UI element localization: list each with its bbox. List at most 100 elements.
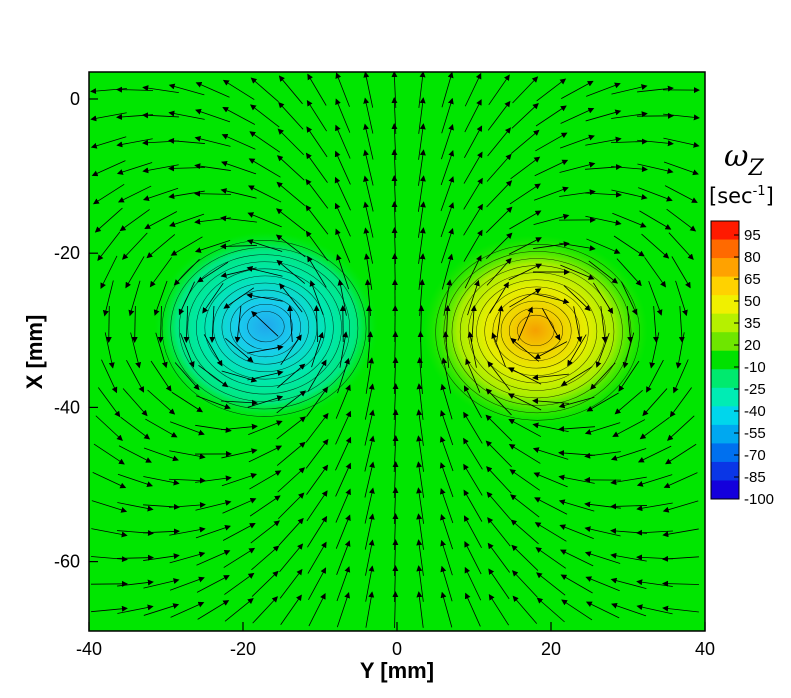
velocity-arrow: [308, 593, 326, 627]
velocity-arrow: [416, 591, 424, 628]
velocity-arrow: [364, 253, 373, 290]
contour-line: [170, 247, 359, 410]
colorbar-frame: [710, 220, 740, 500]
velocity-arrow: [417, 175, 426, 212]
velocity-arrow: [440, 591, 453, 628]
velocity-arrow: [128, 280, 141, 317]
velocity-arrow: [673, 359, 689, 394]
velocity-arrow: [567, 334, 587, 367]
velocity-arrow: [306, 490, 328, 522]
velocity-arrow: [485, 440, 512, 468]
velocity-arrow: [512, 595, 538, 624]
velocity-arrow: [279, 568, 303, 599]
velocity-arrow: [510, 156, 541, 180]
velocity-arrow: [463, 385, 482, 419]
velocity-arrow: [464, 254, 482, 289]
contour-line: [247, 311, 285, 343]
velocity-arrow: [335, 384, 351, 419]
velocity-arrow: [222, 498, 257, 514]
velocity-arrow: [305, 438, 329, 469]
velocity-arrow: [363, 72, 374, 108]
velocity-arrow: [221, 160, 257, 175]
velocity-arrow: [277, 128, 304, 156]
velocity-arrow: [441, 357, 452, 394]
colorbar-swatch: [711, 258, 739, 278]
x-tick-label: 20: [541, 639, 561, 659]
velocity-arrow: [533, 241, 570, 249]
velocity-arrow: [439, 462, 454, 498]
velocity-arrow: [250, 520, 281, 544]
velocity-arrow: [125, 256, 145, 289]
velocity-arrow: [590, 362, 616, 390]
velocity-arrow: [418, 97, 426, 134]
velocity-arrow: [416, 383, 424, 420]
y-axis-title: X [mm]: [22, 315, 47, 390]
velocity-arrow: [440, 539, 453, 576]
velocity-arrow: [363, 149, 374, 186]
velocity-arrow: [534, 159, 569, 177]
colorbar-swatch: [711, 221, 739, 241]
velocity-arrow: [561, 599, 593, 621]
velocity-arrow: [364, 513, 375, 550]
velocity-arrow: [306, 99, 327, 132]
velocity-arrow: [639, 210, 672, 230]
velocity-arrow: [252, 596, 278, 624]
velocity-arrow: [196, 575, 230, 593]
velocity-arrow: [168, 137, 205, 144]
velocity-arrow: [439, 410, 454, 446]
velocity-arrow: [150, 360, 172, 392]
velocity-arrow: [335, 462, 352, 497]
velocity-vector-layer: [90, 72, 700, 629]
velocity-arrow: [488, 568, 510, 600]
colorbar-swatch: [711, 424, 739, 444]
velocity-arrow: [169, 421, 205, 436]
velocity-arrow: [224, 572, 255, 595]
velocity-arrow: [636, 502, 673, 512]
velocity-arrow: [276, 155, 305, 181]
velocity-arrow: [143, 528, 180, 535]
velocity-arrow: [496, 305, 504, 342]
colorbar-swatch: [711, 276, 739, 296]
velocity-arrow: [335, 98, 351, 133]
velocity-arrow: [248, 420, 283, 436]
velocity-arrow: [105, 305, 112, 343]
colorbar-label: -40: [744, 403, 766, 420]
velocity-arrow: [307, 359, 327, 392]
velocity-arrow: [249, 104, 280, 128]
velocity-arrow: [612, 212, 647, 228]
velocity-arrow: [510, 494, 540, 518]
velocity-arrow: [276, 181, 306, 206]
velocity-arrow: [223, 547, 256, 568]
velocity-arrow: [363, 227, 373, 264]
velocity-arrow: [440, 202, 455, 238]
velocity-arrow: [246, 239, 283, 252]
velocity-arrow: [247, 212, 282, 228]
velocity-arrow: [92, 472, 127, 489]
velocity-arrow: [339, 331, 349, 368]
velocity-arrow: [508, 263, 543, 281]
velocity-arrow: [363, 175, 374, 212]
velocity-arrow: [117, 579, 154, 587]
velocity-arrow: [535, 132, 568, 152]
velocity-arrow: [584, 422, 621, 435]
velocity-arrow: [533, 293, 570, 305]
contour-line: [221, 289, 310, 365]
velocity-arrow: [533, 213, 570, 225]
contour-line: [230, 296, 301, 358]
velocity-arrow: [416, 487, 425, 524]
velocity-arrow: [675, 332, 685, 369]
velocity-arrow: [487, 127, 512, 157]
velocity-arrow: [278, 101, 304, 130]
colorbar-label: 35: [744, 315, 761, 332]
velocity-arrow: [169, 450, 206, 460]
colorbar-unit-text: [sec: [709, 184, 753, 208]
velocity-arrow: [559, 161, 596, 173]
velocity-arrow: [536, 572, 566, 596]
velocity-arrow: [622, 332, 635, 369]
velocity-arrow: [487, 517, 511, 547]
velocity-arrow: [559, 524, 594, 540]
colorbar-label: 50: [744, 293, 761, 310]
velocity-arrow: [588, 260, 619, 284]
velocity-arrow: [309, 280, 324, 316]
velocity-arrow: [662, 528, 699, 538]
